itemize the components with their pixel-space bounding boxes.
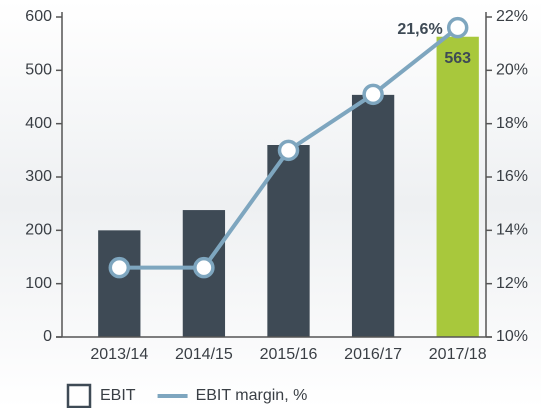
y-tick-label: 600 (25, 8, 52, 25)
data-label: 21,6% (397, 21, 442, 38)
y2-tick-label: 22% (496, 8, 528, 25)
bar (351, 94, 395, 337)
legend-swatch (66, 383, 92, 408)
y-tick-label: 0 (43, 328, 52, 345)
bar (436, 36, 479, 337)
x-tick-label: 2014/15 (175, 346, 233, 363)
x-tick-label: 2013/14 (90, 346, 148, 363)
legend-label: EBIT (100, 387, 136, 404)
y-tick-label: 100 (25, 275, 52, 292)
x-tick-label: 2015/16 (260, 346, 318, 363)
bar (267, 145, 310, 337)
y2-tick-label: 14% (496, 222, 528, 239)
line-point (277, 139, 300, 162)
line-point (362, 83, 384, 106)
y-tick-label: 200 (25, 222, 52, 239)
x-tick-label: 2017/18 (429, 346, 487, 363)
x-tick-label: 2016/17 (344, 346, 402, 363)
y2-tick-label: 18% (496, 115, 528, 132)
legend-label: EBIT margin, % (196, 387, 308, 404)
bar (98, 230, 141, 337)
y-tick-label: 300 (25, 168, 52, 185)
line-point (193, 256, 215, 279)
y2-tick-label: 12% (496, 275, 528, 292)
y-tick-label: 400 (25, 115, 52, 132)
y2-tick-label: 16% (496, 168, 528, 185)
data-label: 563 (444, 50, 471, 67)
y2-tick-label: 20% (496, 62, 528, 79)
line-point (446, 16, 469, 39)
line-point (108, 256, 131, 279)
y-tick-label: 500 (25, 62, 52, 79)
y2-tick-label: 10% (496, 328, 528, 345)
